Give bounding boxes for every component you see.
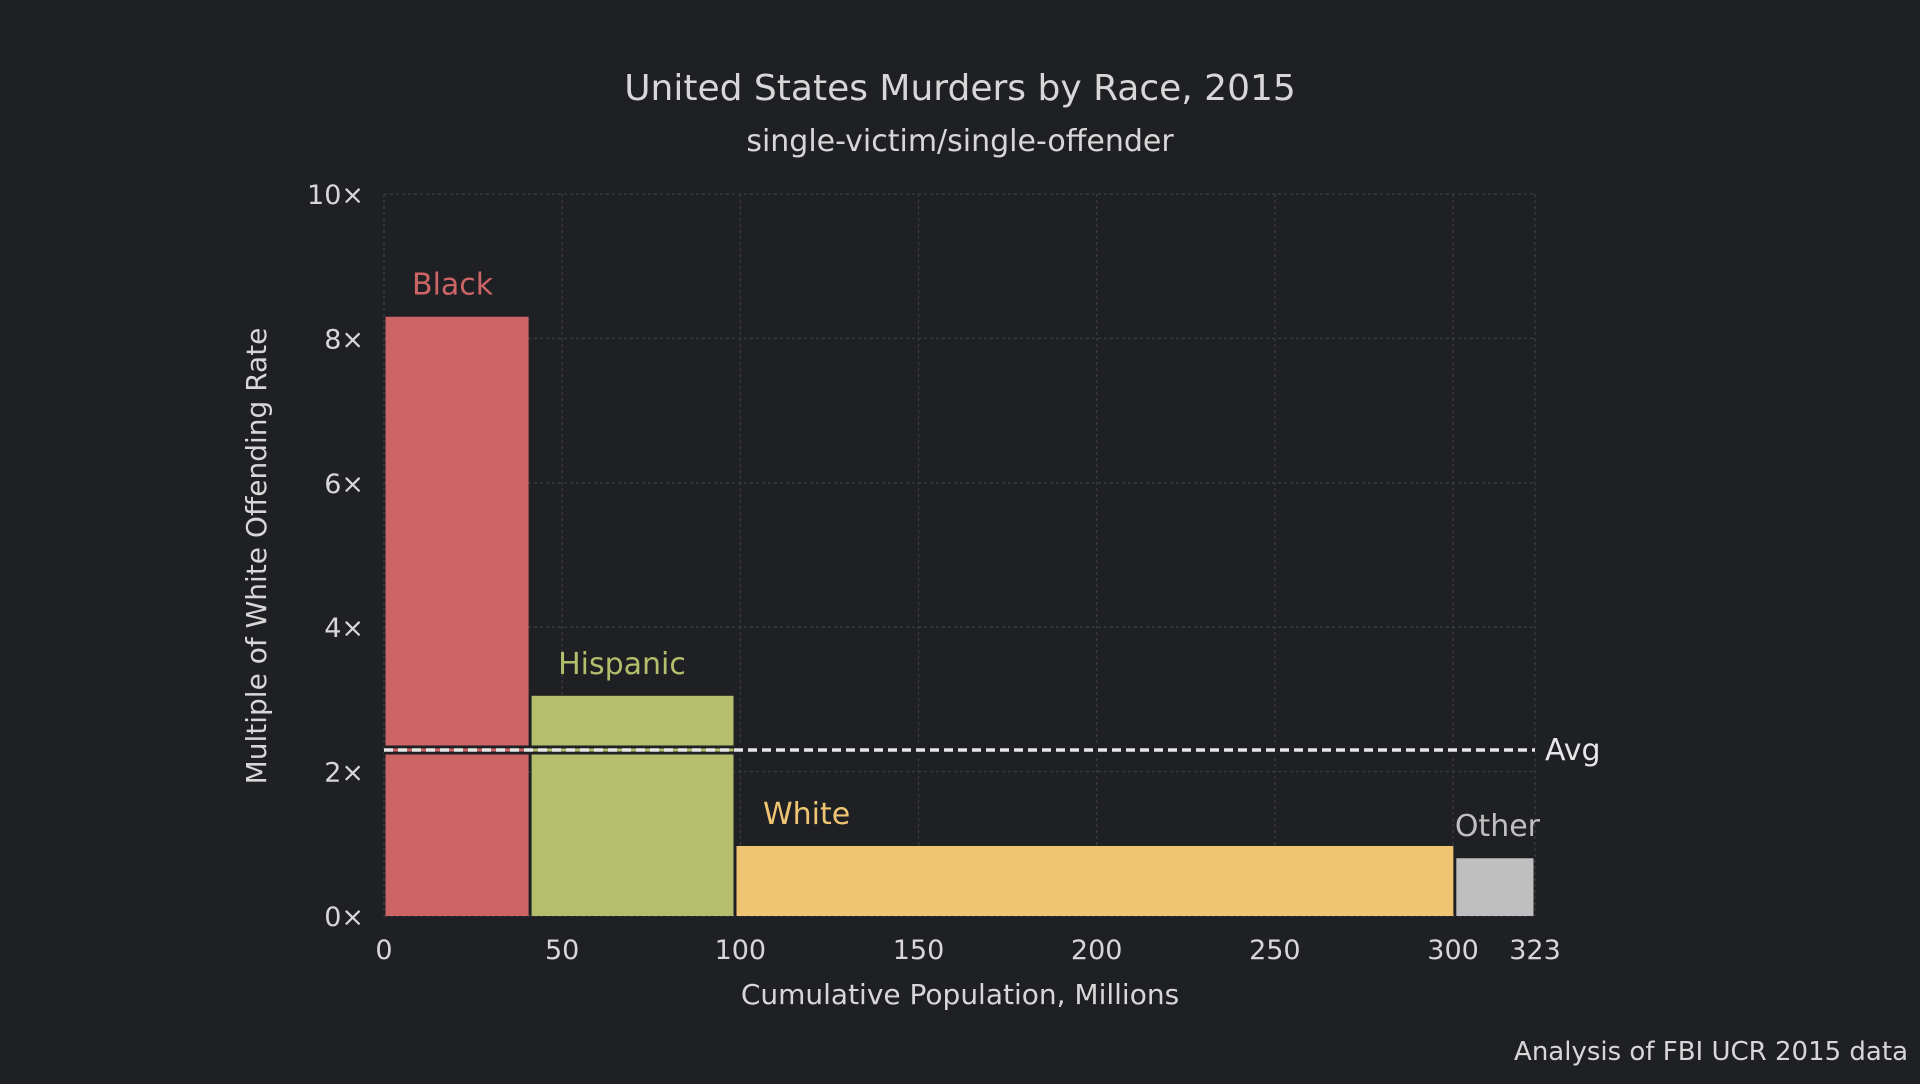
bars <box>385 316 1534 916</box>
bar-white <box>736 845 1454 916</box>
x-tick-label: 300 <box>1427 935 1479 966</box>
average-label: Avg <box>1545 733 1601 768</box>
x-tick-label: 150 <box>893 935 945 966</box>
x-tick-label: 50 <box>545 935 579 966</box>
average-layer: Avg <box>384 733 1601 768</box>
y-axis-label: Multiple of White Offending Rate <box>240 328 273 785</box>
y-tick-label: 10× <box>307 180 364 211</box>
bar-labels: Black Hispanic White Other <box>412 268 1541 845</box>
chart-title: United States Murders by Race, 2015 <box>624 68 1296 109</box>
y-axis-ticks: 0× 2× 4× 6× 8× 10× <box>307 180 364 933</box>
bar-black <box>385 316 529 916</box>
y-tick-label: 6× <box>324 469 364 500</box>
y-tick-label: 2× <box>324 758 364 789</box>
y-tick-label: 4× <box>324 613 364 644</box>
y-tick-label: 8× <box>324 324 364 355</box>
y-tick-label: 0× <box>324 902 364 933</box>
bar-label-other: Other <box>1455 809 1541 844</box>
source-note: Analysis of FBI UCR 2015 data <box>1514 1037 1908 1067</box>
chart-subtitle: single-victim/single-offender <box>746 124 1174 159</box>
bar-other <box>1456 858 1534 916</box>
grid <box>383 193 1536 917</box>
x-axis-ticks: 0 50 100 150 200 250 300 323 <box>375 935 1560 966</box>
bar-label-black: Black <box>412 268 494 303</box>
bar-label-hispanic: Hispanic <box>558 647 686 682</box>
x-tick-label: 100 <box>715 935 767 966</box>
x-tick-label: 200 <box>1071 935 1123 966</box>
x-tick-label: 0 <box>375 935 392 966</box>
x-tick-label: 250 <box>1249 935 1301 966</box>
bar-hispanic <box>531 695 734 916</box>
x-tick-label: 323 <box>1509 935 1561 966</box>
x-axis-label: Cumulative Population, Millions <box>741 978 1179 1011</box>
bar-label-white: White <box>763 797 850 832</box>
